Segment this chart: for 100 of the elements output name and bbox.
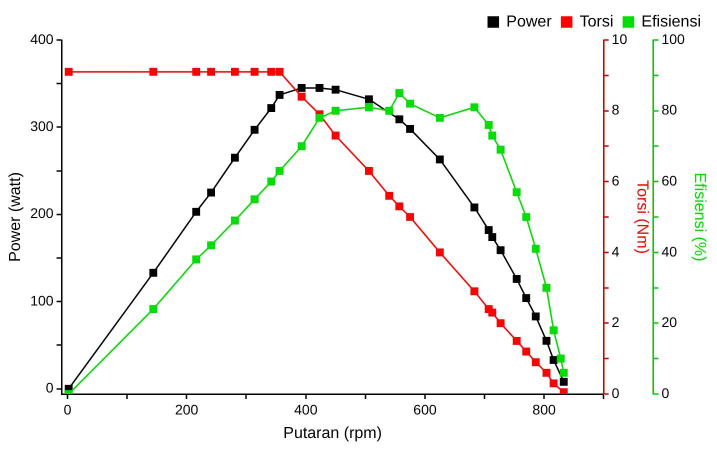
- point: [550, 379, 558, 388]
- point: [267, 68, 276, 76]
- y2-tick-label: 0: [612, 384, 620, 401]
- point: [192, 256, 200, 264]
- point: [395, 89, 404, 98]
- point: [542, 336, 550, 345]
- point: [512, 336, 521, 345]
- point: [276, 167, 284, 175]
- y3-tick-label: 40: [661, 243, 678, 260]
- y2-tick-label: 6: [612, 172, 620, 188]
- y2-tick-label: 10: [612, 30, 628, 47]
- y-tick-label: 100: [30, 292, 54, 308]
- y2-tick-label: 8: [612, 102, 620, 118]
- point: [207, 188, 216, 197]
- point: [267, 178, 276, 186]
- point: [316, 84, 324, 92]
- point: [550, 356, 558, 364]
- point: [436, 156, 444, 164]
- point: [556, 354, 565, 363]
- x-tick-label: 800: [532, 401, 556, 418]
- y-tick-label: 400: [30, 30, 54, 47]
- point: [332, 132, 340, 140]
- point: [512, 274, 521, 283]
- point: [276, 68, 284, 76]
- y2-tick-label: 2: [612, 314, 620, 330]
- x-tick-label: 200: [174, 401, 199, 418]
- point: [192, 68, 200, 76]
- point: [532, 312, 540, 320]
- point: [496, 146, 505, 154]
- point: [250, 126, 259, 134]
- point: [406, 100, 414, 108]
- point: [230, 68, 239, 76]
- point: [436, 114, 444, 122]
- point: [395, 202, 404, 210]
- point: [316, 114, 324, 122]
- point: [250, 195, 259, 204]
- point: [496, 319, 505, 328]
- point: [230, 216, 239, 224]
- point: [484, 226, 493, 234]
- point: [230, 154, 239, 162]
- y3-tick-label: 60: [661, 172, 678, 188]
- point: [542, 368, 550, 377]
- point: [365, 95, 373, 104]
- point: [385, 192, 394, 200]
- legend-label: Power: [506, 13, 552, 30]
- y-tick-label: 300: [30, 118, 54, 134]
- point: [560, 388, 568, 394]
- point: [192, 208, 200, 216]
- point: [484, 121, 493, 129]
- point: [542, 284, 550, 292]
- point: [512, 188, 521, 196]
- legend-label: Torsi: [580, 13, 614, 30]
- y3-axis-title: Efisiensi (%): [690, 172, 708, 262]
- point: [298, 92, 306, 101]
- point: [332, 86, 340, 94]
- y3-tick-label: 20: [661, 314, 678, 330]
- point: [470, 103, 478, 112]
- point: [436, 248, 444, 256]
- y-tick-label: 0: [46, 380, 54, 396]
- point: [149, 305, 158, 313]
- point: [532, 244, 540, 253]
- point: [365, 167, 373, 175]
- x-axis-title: Putaran (rpm): [283, 424, 382, 442]
- point: [522, 294, 530, 302]
- point: [365, 103, 373, 112]
- point: [488, 308, 496, 317]
- point: [522, 348, 530, 356]
- point: [332, 106, 340, 115]
- y2-axis-title: Torsi (Nm): [633, 180, 650, 254]
- x-tick-label: 600: [413, 401, 437, 418]
- point: [267, 104, 276, 112]
- y3-tick-label: 0: [661, 384, 670, 401]
- point: [250, 68, 259, 76]
- point: [207, 68, 216, 76]
- x-tick-label: 0: [64, 401, 72, 418]
- point: [496, 246, 505, 254]
- point: [522, 213, 530, 221]
- point: [64, 68, 73, 76]
- point: [298, 84, 306, 92]
- point: [406, 213, 414, 221]
- y2-tick-label: 4: [612, 243, 620, 260]
- point: [488, 233, 496, 241]
- point: [550, 326, 558, 334]
- point: [149, 68, 158, 76]
- point: [276, 91, 284, 99]
- y-tick-label: 200: [30, 205, 54, 222]
- point: [488, 132, 496, 140]
- y3-tick-label: 100: [661, 30, 686, 47]
- y3-tick-label: 80: [661, 102, 678, 118]
- point: [470, 203, 478, 212]
- y-axis-title: Power (watt): [7, 172, 24, 262]
- point: [406, 125, 414, 133]
- point: [395, 115, 404, 124]
- point: [207, 241, 216, 250]
- legend-label: Efisiensi: [641, 13, 701, 30]
- point: [149, 268, 158, 277]
- point: [298, 142, 306, 150]
- point: [470, 287, 478, 296]
- point: [560, 368, 568, 377]
- point: [532, 358, 540, 366]
